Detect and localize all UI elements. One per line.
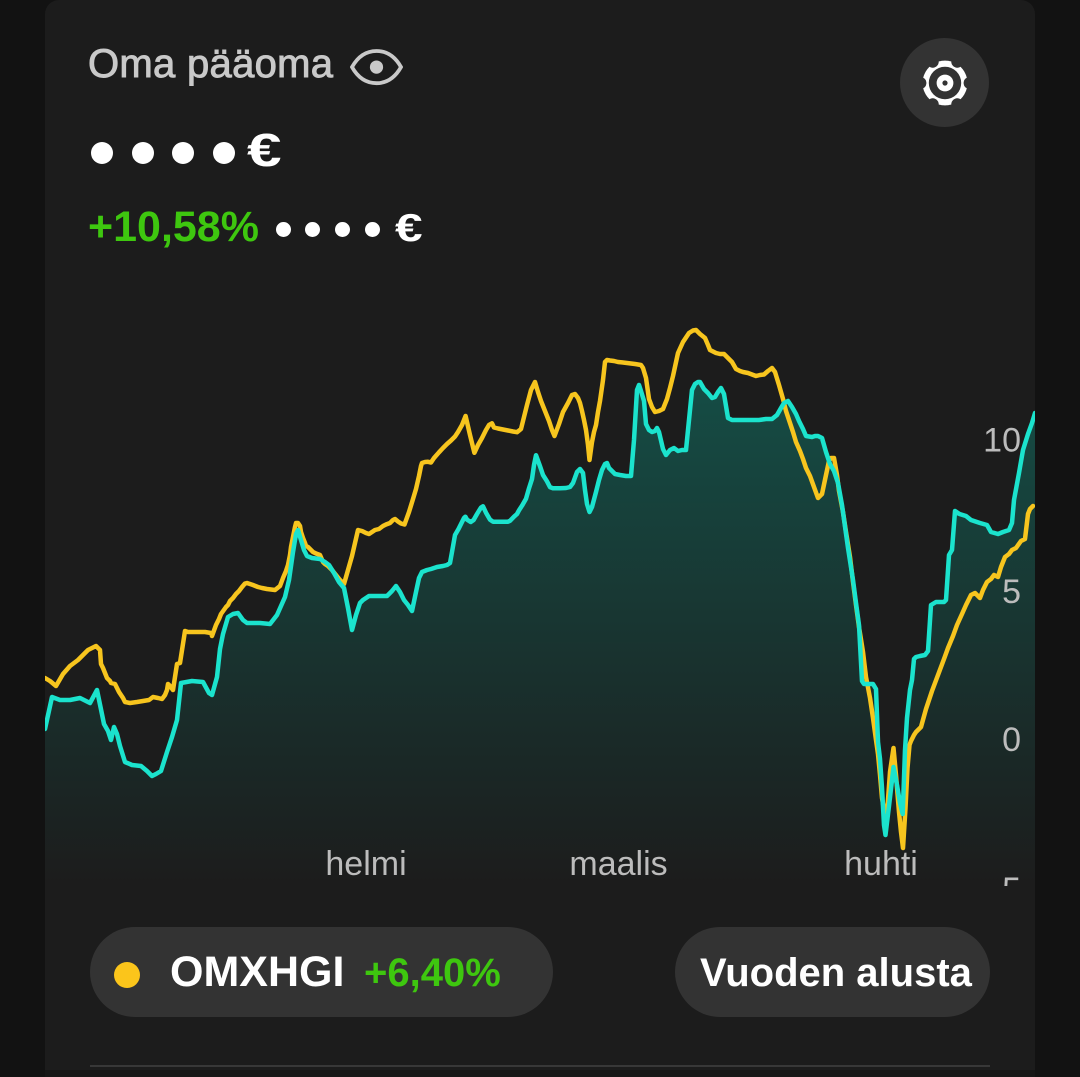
- svg-text:-5: -5: [991, 871, 1021, 909]
- svg-text:5: 5: [1002, 573, 1021, 611]
- svg-text:maalis: maalis: [569, 845, 667, 883]
- svg-text:huhti: huhti: [844, 845, 918, 883]
- svg-text:10: 10: [983, 422, 1021, 460]
- svg-text:0: 0: [1002, 721, 1021, 759]
- svg-text:helmi: helmi: [325, 845, 406, 883]
